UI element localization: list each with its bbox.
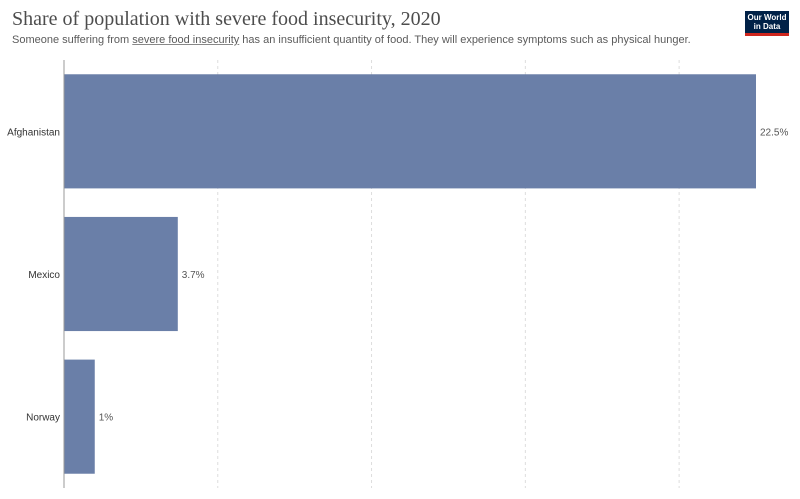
subtitle-text-before: Someone suffering from — [12, 34, 133, 46]
severe-food-insecurity-link[interactable]: severe food insecurity — [132, 34, 240, 46]
logo-line-2: in Data — [753, 22, 781, 31]
category-label-norway: Norway — [26, 413, 60, 424]
logo-line-1: Our World — [747, 13, 787, 22]
value-label-norway: 1% — [99, 413, 114, 424]
value-label-afghanistan: 22.5% — [760, 127, 788, 138]
labels: Afghanistan 22.5% Mexico 3.7% Norway 1% — [7, 60, 788, 488]
grid-lines — [217, 60, 680, 488]
bar-norway[interactable] — [64, 359, 95, 474]
bars — [64, 74, 756, 474]
subtitle-text-after: has an insufficient quantity of food. Th… — [239, 34, 691, 46]
owid-logo[interactable]: Our World in Data — [745, 11, 789, 36]
category-label-afghanistan: Afghanistan — [7, 127, 60, 138]
bar-mexico[interactable] — [64, 216, 178, 332]
value-label-mexico: 3.7% — [182, 270, 205, 281]
bar-afghanistan[interactable] — [64, 74, 756, 189]
category-label-mexico: Mexico — [28, 270, 60, 281]
chart-subtitle: Someone suffering from severe food insec… — [12, 34, 691, 46]
chart-title: Share of population with severe food ins… — [12, 8, 441, 30]
